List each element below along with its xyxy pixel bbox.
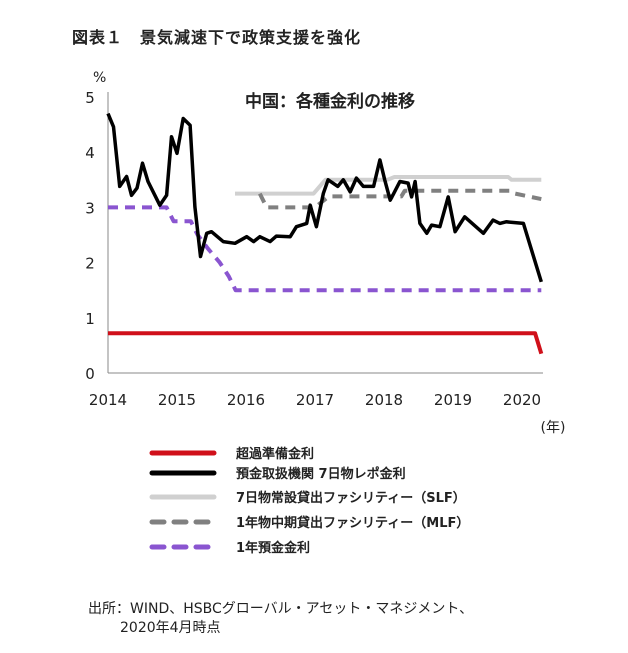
x-tick-label: 2018	[365, 391, 403, 409]
series-line-3	[235, 175, 542, 196]
y-tick-label: 0	[85, 365, 95, 383]
chart-title: 中国：各種金利の推移	[245, 91, 415, 112]
legend-label: 1年預金金利	[236, 540, 310, 556]
source-line-2: 2020年4月時点	[120, 620, 221, 636]
x-tick-label: 2015	[158, 391, 196, 409]
y-tick-label: 3	[85, 199, 95, 217]
series-line-1	[108, 331, 544, 355]
legend-label: 預金取扱機関 7日物レポ金利	[236, 466, 406, 482]
source-line-1: 出所：WIND、HSBCグローバル・アセット・マネジメント、	[88, 601, 474, 617]
x-tick-label: 2014	[89, 391, 127, 409]
y-tick-label: 2	[85, 255, 95, 273]
x-tick-label: 2019	[434, 391, 472, 409]
x-tick-label: 2020	[503, 391, 541, 409]
x-axis-unit: (年)	[541, 420, 566, 436]
legend-label: 7日物常設貸出ファシリティー（SLF）	[236, 490, 466, 506]
y-axis-unit: %	[93, 70, 106, 86]
y-tick-label: 4	[85, 144, 95, 162]
figure-title: 図表１ 景気減速下で政策支援を強化	[72, 28, 362, 47]
legend-label: 1年物中期貸出ファシリティー（MLF）	[236, 515, 469, 531]
x-tick-label: 2016	[227, 391, 265, 409]
y-tick-label: 5	[85, 89, 95, 107]
legend-label: 超過準備金利	[236, 446, 314, 462]
series-line-2	[106, 112, 543, 283]
y-tick-label: 1	[85, 310, 95, 328]
series-line-5	[108, 205, 542, 293]
series-line-4	[258, 188, 542, 210]
x-tick-label: 2017	[296, 391, 334, 409]
